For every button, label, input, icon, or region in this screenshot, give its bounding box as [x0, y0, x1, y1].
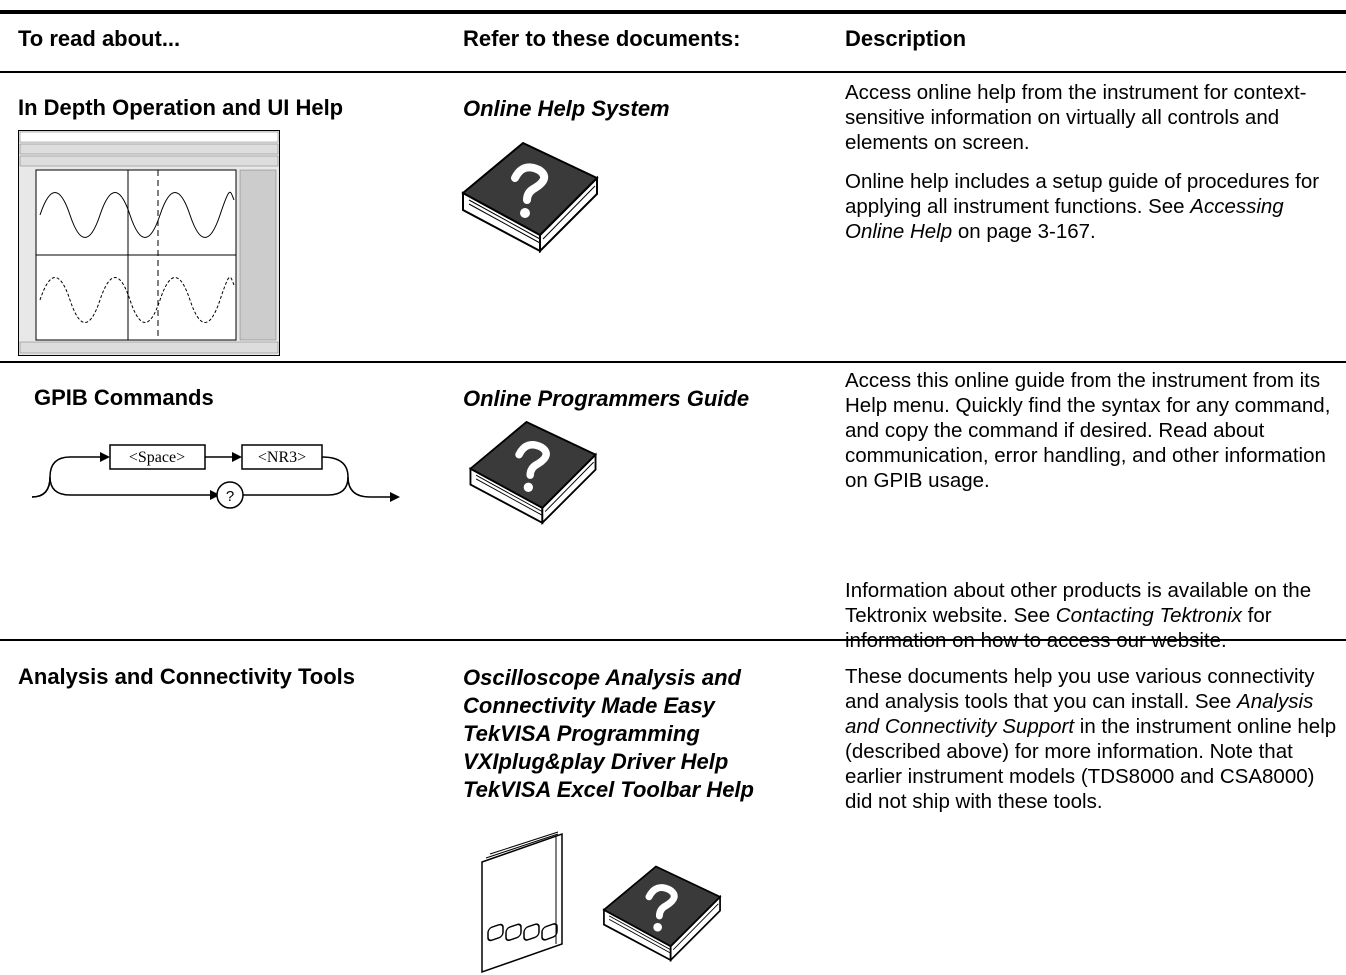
column-header: Description: [845, 26, 967, 51]
description: Information about other products is avai…: [845, 578, 1341, 667]
syntax-token: <NR3>: [258, 449, 306, 466]
text-run: for information on how to access our web…: [845, 604, 1272, 652]
text-run: on page 3-167.: [952, 220, 1096, 243]
cross-reference: Contacting Tektronix: [1055, 604, 1242, 627]
text-run: Access this online guide from the instru…: [845, 369, 1331, 492]
book-icon: [463, 417, 603, 525]
description-paragraph: These documents help you use various con…: [845, 664, 1341, 814]
document-title: Online Programmers Guide: [463, 386, 750, 411]
description: Access online help from the instrument f…: [845, 80, 1341, 258]
top-rule: [0, 10, 1346, 14]
syntax-diagram: <Space> <NR3> ?: [31, 444, 400, 509]
book-icon: [597, 862, 727, 962]
text-run: Information about other products is avai…: [845, 579, 1312, 627]
syntax-token: <Space>: [129, 449, 185, 466]
text-run: in the instrument online help (described…: [845, 715, 1337, 813]
description-paragraph: Online help includes a setup guide of pr…: [845, 169, 1341, 244]
screenshot-thumbnail: [18, 130, 280, 356]
syntax-token: ?: [226, 488, 234, 505]
document-title: Online Help System: [463, 96, 670, 121]
header-rule: [0, 71, 1346, 73]
cross-reference: Analysis and Connectivity Support: [845, 690, 1314, 738]
book-icon: [455, 138, 605, 253]
column-header: Refer to these documents:: [463, 26, 741, 51]
text-run: These documents help you use various con…: [845, 665, 1315, 713]
cross-reference: Accessing Online Help: [845, 195, 1284, 243]
document-list: Oscilloscope Analysis and Connectivity M…: [463, 664, 833, 804]
document-title: VXIplug&play Driver Help: [463, 749, 729, 774]
description-paragraph: Information about other products is avai…: [845, 578, 1341, 653]
topic: Analysis and Connectivity Tools: [18, 664, 355, 689]
document-title: Oscilloscope Analysis and Connectivity M…: [463, 665, 741, 718]
description-paragraph: Access online help from the instrument f…: [845, 80, 1341, 155]
topic: In Depth Operation and UI Help: [18, 95, 344, 120]
document-title: TekVISA Excel Toolbar Help: [463, 777, 754, 802]
text-run: Access online help from the instrument f…: [845, 81, 1307, 154]
text-run: Online help includes a setup guide of pr…: [845, 170, 1320, 218]
description: Access this online guide from the instru…: [845, 368, 1341, 507]
booklet-icon: [481, 831, 563, 974]
column-header: To read about...: [18, 26, 181, 51]
description-paragraph: Access this online guide from the instru…: [845, 368, 1341, 493]
row-rule: [0, 639, 1346, 641]
row-rule: [0, 361, 1346, 363]
document-list: Online Programmers Guide: [463, 385, 833, 413]
document-list: Online Help System: [463, 95, 833, 123]
description: These documents help you use various con…: [845, 664, 1341, 828]
topic: GPIB Commands: [34, 385, 214, 410]
document-title: TekVISA Programming: [463, 721, 700, 746]
